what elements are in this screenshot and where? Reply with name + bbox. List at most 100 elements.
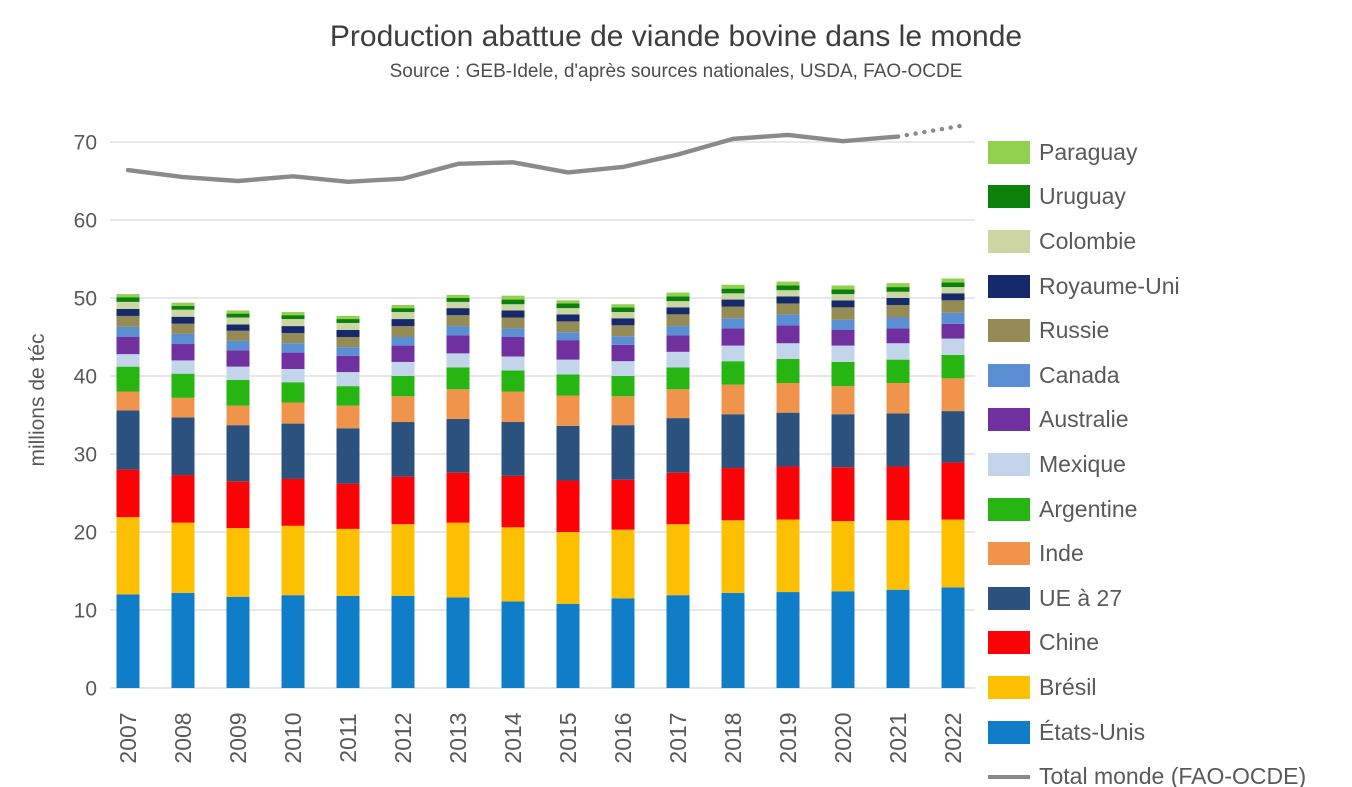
bar-segment (391, 326, 415, 337)
legend-label: Australie (1039, 406, 1129, 433)
bar-segment (831, 414, 855, 468)
bar-segment (226, 425, 250, 482)
bar-segment (446, 367, 470, 390)
bar-segment (831, 467, 855, 522)
bar-segment (391, 337, 415, 346)
bar-segment (776, 412, 800, 467)
bar-segment (666, 296, 690, 302)
bar-segment (556, 374, 580, 396)
legend-swatch-icon (988, 586, 1030, 610)
bar-segment (556, 300, 580, 304)
x-axis-label: 2022 (940, 712, 966, 764)
bar-segment (116, 315, 140, 327)
bar-segment (226, 324, 250, 331)
bar-segment (501, 475, 525, 528)
legend-label: Chine (1039, 629, 1100, 656)
legend-item: Brésil (988, 665, 1306, 710)
bar-segment (336, 355, 360, 373)
bar-segment (886, 317, 910, 329)
legend-swatch-icon (988, 363, 1030, 387)
bar-segment (116, 337, 140, 355)
bar-segment (886, 305, 910, 318)
bar-segment (831, 319, 855, 330)
bar-segment (336, 337, 360, 348)
bar-segment (446, 522, 470, 598)
bar-segment (886, 589, 910, 688)
bar-segment (611, 318, 635, 326)
bar-segment (391, 524, 415, 596)
bar-segment (116, 301, 140, 309)
bar-segment (666, 292, 690, 297)
bar-segment (941, 312, 965, 324)
bar-segment (886, 287, 910, 292)
bar-segment (171, 417, 195, 476)
bar-segment (281, 352, 305, 369)
x-axis-label: 2015 (555, 712, 581, 764)
legend-item: UE à 27 (988, 576, 1306, 621)
bar-segment (776, 519, 800, 593)
legend-label: UE à 27 (1039, 584, 1123, 611)
bar-segment (281, 382, 305, 403)
legend-item: Australie (988, 398, 1306, 443)
bar-segment (171, 323, 195, 334)
bar-segment (336, 315, 360, 320)
bar-segment (226, 366, 250, 380)
bar-segment (226, 350, 250, 367)
total-line (125, 132, 901, 184)
bar-segment (611, 307, 635, 313)
bar-segment (281, 312, 305, 316)
bar-segment (281, 315, 305, 320)
bar-segment (336, 347, 360, 356)
y-tick-label: 40 (74, 366, 97, 389)
x-axis-label: 2010 (280, 712, 306, 764)
bar-segment (721, 299, 745, 307)
bar-segment (336, 428, 360, 484)
bar-segment (666, 326, 690, 336)
bar-segment (336, 319, 360, 323)
bar-segment (666, 351, 690, 368)
bar-segment (776, 296, 800, 304)
bar-segment (391, 476, 415, 525)
bar-segment (831, 300, 855, 308)
legend-item: Colombie (988, 219, 1306, 264)
bar-segment (171, 344, 195, 361)
bar-segment (831, 285, 855, 290)
bar-segment (831, 289, 855, 295)
legend-label: États-Unis (1039, 718, 1146, 745)
bar-segment (556, 480, 580, 532)
bar-segment (941, 587, 965, 688)
bar-segment (831, 329, 855, 346)
bar-segment (776, 314, 800, 326)
bar-segment (886, 413, 910, 467)
bar-segment (281, 478, 305, 526)
bar-segment (776, 592, 800, 688)
bar-segment (941, 519, 965, 588)
bar-segment (116, 354, 140, 367)
bar-segment (171, 309, 195, 317)
bar-segment (666, 595, 690, 688)
legend-item: Total monde (FAO-OCDE) (988, 754, 1306, 787)
bar-segment (611, 312, 635, 319)
legend-line-icon (988, 774, 1030, 779)
bar-segment (171, 373, 195, 398)
bar-segment (941, 300, 965, 313)
bar-segment (226, 330, 250, 341)
bar-segment (831, 345, 855, 362)
legend-item: Mexique (988, 442, 1306, 487)
bar-segment (336, 386, 360, 406)
bar-segment (611, 376, 635, 397)
bar-segment (501, 299, 525, 305)
bar-segment (226, 379, 250, 406)
bar-segment (116, 469, 140, 518)
legend-item: Inde (988, 531, 1306, 576)
bar-segment (886, 343, 910, 360)
legend-swatch-icon (988, 140, 1030, 164)
bar-segment (611, 529, 635, 599)
bar-segment (721, 592, 745, 688)
bar-segment (556, 340, 580, 360)
bar-segment (171, 522, 195, 593)
bar-segment (281, 343, 305, 353)
bar-segment (391, 422, 415, 477)
legend-item: Russie (988, 308, 1306, 353)
bar-segment (446, 353, 470, 368)
